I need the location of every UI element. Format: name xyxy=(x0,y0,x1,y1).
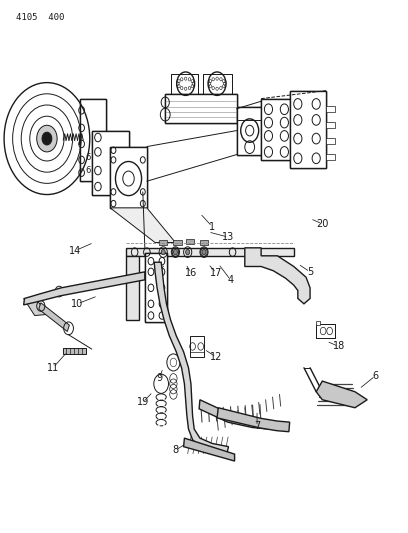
Text: 20: 20 xyxy=(316,219,328,229)
Bar xyxy=(237,107,263,155)
Polygon shape xyxy=(154,262,228,454)
Circle shape xyxy=(202,249,206,255)
Text: 6: 6 xyxy=(85,166,91,175)
Text: 5: 5 xyxy=(307,267,313,277)
Text: 19: 19 xyxy=(137,398,149,407)
Polygon shape xyxy=(39,303,69,332)
Text: 14: 14 xyxy=(69,246,82,255)
Polygon shape xyxy=(184,438,235,461)
Bar xyxy=(80,99,106,181)
Text: 18: 18 xyxy=(333,342,345,351)
Polygon shape xyxy=(126,256,139,320)
Bar xyxy=(173,240,182,245)
Bar xyxy=(290,91,326,168)
Circle shape xyxy=(42,132,52,145)
Text: 7: 7 xyxy=(254,422,260,431)
Bar xyxy=(80,99,106,181)
Polygon shape xyxy=(245,248,310,304)
Bar xyxy=(110,147,147,208)
Bar xyxy=(237,107,263,155)
Text: 9: 9 xyxy=(156,374,162,383)
Text: 8: 8 xyxy=(172,446,179,455)
Text: 17: 17 xyxy=(210,268,222,278)
Bar xyxy=(165,94,237,123)
Circle shape xyxy=(37,125,57,152)
Bar xyxy=(145,253,167,322)
Text: 11: 11 xyxy=(47,363,59,373)
Text: 4105  400: 4105 400 xyxy=(16,13,65,22)
Bar xyxy=(203,74,232,96)
Bar xyxy=(171,74,198,96)
Bar xyxy=(326,106,335,112)
Bar xyxy=(316,324,335,338)
Polygon shape xyxy=(24,298,47,316)
Bar xyxy=(261,99,292,160)
Circle shape xyxy=(173,249,177,255)
Text: 16: 16 xyxy=(185,268,197,278)
Bar xyxy=(326,122,335,128)
Circle shape xyxy=(186,249,190,255)
Bar xyxy=(261,99,292,160)
Bar xyxy=(145,253,167,322)
Polygon shape xyxy=(110,208,175,243)
Text: 12: 12 xyxy=(210,352,222,362)
Polygon shape xyxy=(126,248,294,256)
Bar xyxy=(165,94,237,123)
Bar xyxy=(290,91,326,168)
Bar xyxy=(171,74,198,96)
Bar xyxy=(190,336,204,357)
Polygon shape xyxy=(24,272,145,305)
Bar xyxy=(203,74,232,96)
Polygon shape xyxy=(199,400,269,429)
Bar xyxy=(326,138,335,144)
Bar xyxy=(316,324,335,338)
Text: 1: 1 xyxy=(209,222,215,231)
Text: 13: 13 xyxy=(222,232,235,242)
Text: 4: 4 xyxy=(227,275,234,285)
Text: 6: 6 xyxy=(85,153,91,161)
Polygon shape xyxy=(217,408,290,432)
Bar xyxy=(92,131,129,195)
Text: 10: 10 xyxy=(71,299,84,309)
Bar xyxy=(200,240,208,245)
Bar xyxy=(159,240,167,245)
Bar xyxy=(92,131,129,195)
Bar xyxy=(186,239,194,244)
Circle shape xyxy=(161,249,165,255)
Text: 6: 6 xyxy=(372,371,379,381)
Bar xyxy=(326,154,335,160)
Bar xyxy=(63,348,86,354)
Bar xyxy=(110,147,147,208)
Text: 3: 3 xyxy=(156,267,162,277)
Polygon shape xyxy=(316,381,367,408)
Circle shape xyxy=(58,289,61,294)
Bar xyxy=(316,321,320,325)
